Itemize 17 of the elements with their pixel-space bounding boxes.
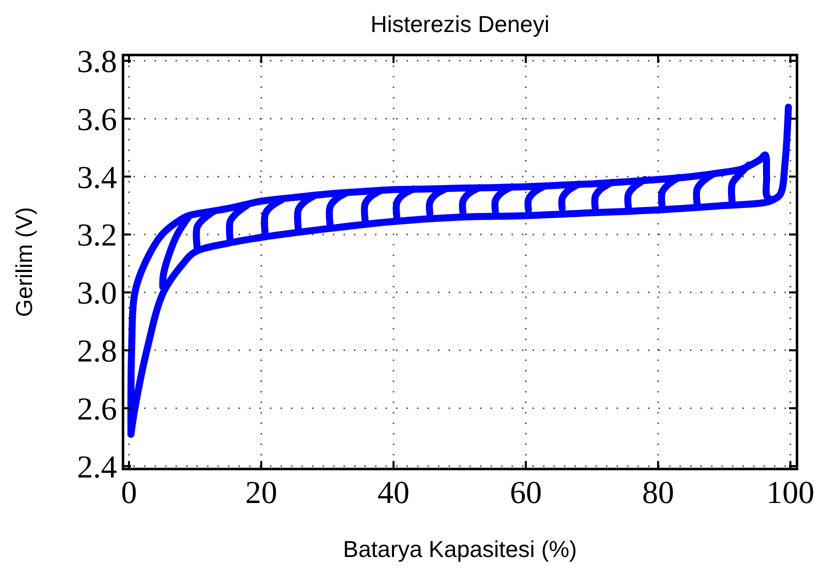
y-tick-label: 3.2 — [77, 216, 117, 253]
x-tick-label: 60 — [510, 474, 542, 510]
y-tick-label: 2.4 — [77, 448, 117, 484]
y-tick-label: 3.0 — [77, 274, 117, 311]
x-axis-title: Batarya Kapasitesi (%) — [343, 536, 577, 562]
y-tick-label: 2.6 — [77, 390, 117, 426]
x-tick-label: 80 — [642, 474, 674, 510]
y-tick-label: 3.8 — [77, 42, 117, 79]
y-tick-label: 3.4 — [77, 158, 117, 195]
y-axis-title: Gerilim (V) — [11, 207, 37, 317]
chart-title: Histerezis Deneyi — [370, 11, 550, 37]
x-tick-label: 20 — [245, 474, 278, 510]
x-tick-label: 100 — [766, 474, 814, 510]
x-tick-label: 40 — [378, 474, 410, 510]
y-tick-label: 2.8 — [77, 332, 117, 368]
y-tick-label: 3.6 — [77, 100, 117, 137]
x-tick-label: 0 — [120, 474, 137, 510]
